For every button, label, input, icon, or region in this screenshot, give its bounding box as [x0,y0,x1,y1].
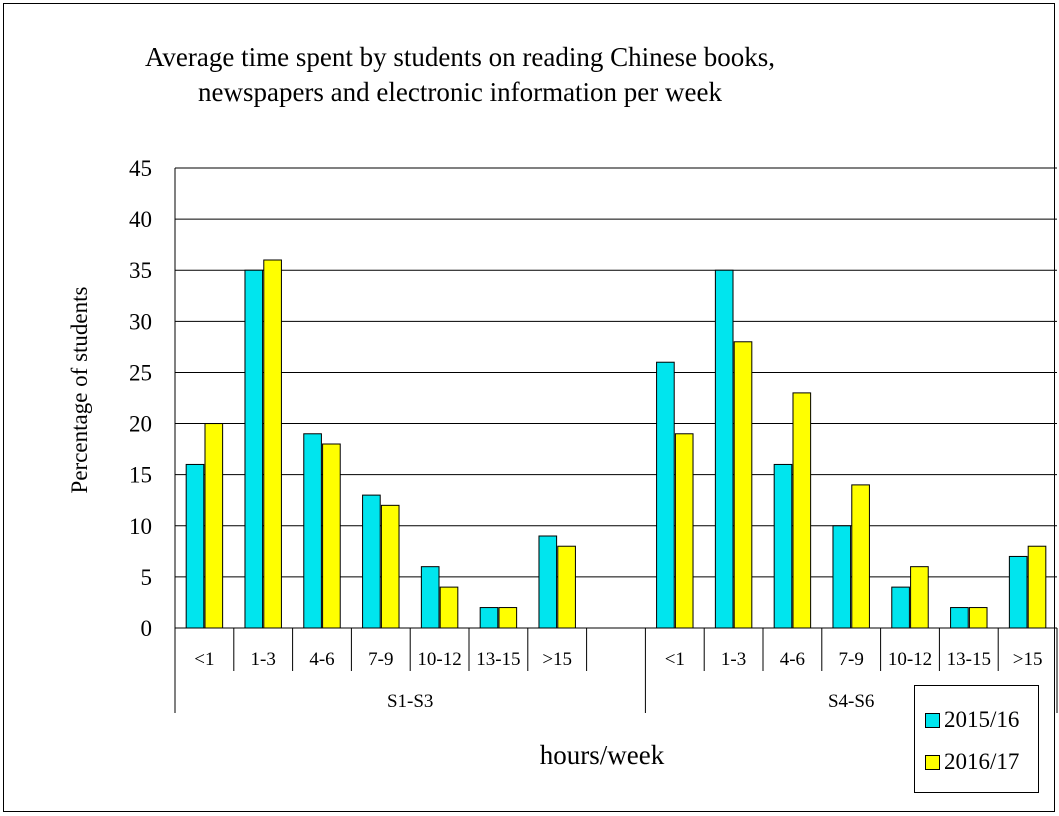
legend-label-2015-16: 2015/16 [944,707,1020,732]
bar-2016-17 [557,545,576,629]
legend-item-2016-17: 2016/17 [925,748,1019,776]
bar-2015-16 [538,535,558,629]
bar-2016-17 [439,586,459,629]
bar-2016-17 [1027,545,1047,629]
x-tick-label: 10-12 [417,649,461,670]
x-tick-label: 7-9 [839,649,864,670]
x-tick-label: <1 [665,649,685,670]
bar-2015-16 [714,269,734,629]
y-tick-label: 0 [141,616,153,641]
bar-2015-16 [303,433,322,629]
x-tick-label: 7-9 [368,649,393,670]
x-axis-label: hours/week [539,740,665,770]
y-tick-label: 35 [129,258,152,283]
y-tick-label: 25 [129,360,152,385]
legend-swatch-2016-17 [925,754,940,770]
bar-2015-16 [950,607,969,629]
chart-frame [3,3,1055,812]
y-tick-label: 10 [129,514,152,539]
bar-2015-16 [420,566,440,629]
legend-label-2016-17: 2016/17 [944,749,1020,774]
bar-2016-17 [380,504,400,629]
bar-2016-17 [968,607,988,629]
bar-2015-16 [479,607,499,629]
bar-2016-17 [204,423,224,629]
bar-2016-17 [910,566,929,629]
y-tick-label: 40 [129,207,152,232]
bar-2016-17 [674,433,694,629]
legend-item-2015-16: 2015/16 [925,706,1019,734]
y-tick-label: 20 [129,412,152,437]
bar-2015-16 [832,525,852,629]
group-label: S4-S6 [828,691,874,712]
x-tick-label: 1-3 [721,649,746,670]
x-tick-label: 13-15 [947,649,991,670]
bar-2016-17 [733,341,753,629]
x-tick-label: <1 [194,649,214,670]
y-axis-label-text: Percentage of students [67,286,92,494]
x-tick-label: >15 [1013,649,1043,670]
x-tick-label: 4-6 [309,649,334,670]
bar-2015-16 [362,494,381,629]
x-tick-label: 10-12 [888,649,932,670]
bar-2016-17 [498,607,518,629]
bar-2016-17 [263,259,282,629]
x-tick-label: >15 [542,649,572,670]
bar-2016-17 [322,443,341,629]
bar-2015-16 [891,586,910,629]
chart-title: Average time spent by students on readin… [95,40,825,110]
y-tick-label: 30 [129,309,152,334]
bar-2015-16 [185,463,205,629]
x-tick-label: 13-15 [476,649,520,670]
group-label: S1-S3 [387,691,433,712]
y-tick-label: 15 [129,463,152,488]
y-tick-label: 45 [129,156,152,181]
legend-swatch-2015-16 [925,712,940,728]
bar-2015-16 [656,361,675,629]
x-tick-label: 4-6 [780,649,805,670]
chart-title-line-1: Average time spent by students on readin… [144,42,776,72]
chart-title-line-2: newspapers and electronic information pe… [197,77,723,107]
bar-2015-16 [773,463,793,629]
bar-2016-17 [792,392,812,629]
x-tick-label: 1-3 [251,649,276,670]
bar-2015-16 [244,269,264,629]
legend: 2015/16 2016/17 [914,685,1039,793]
y-tick-label: 5 [141,565,153,590]
bar-2016-17 [851,484,870,629]
bar-2015-16 [1008,555,1028,629]
